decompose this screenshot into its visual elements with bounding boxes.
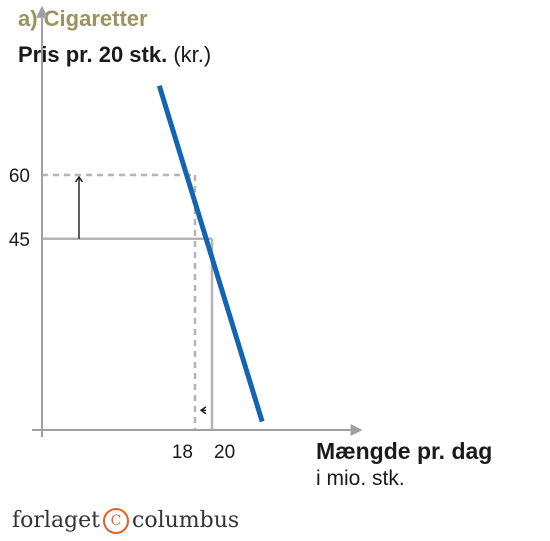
demand-line <box>156 85 265 423</box>
copyright-icon: C <box>103 508 129 534</box>
x-axis-title: Mængde pr. dag <box>316 438 493 464</box>
brand-right: columbus <box>132 508 240 533</box>
y-tick-label-60: 60 <box>9 166 30 187</box>
x-axis-subtitle: i mio. stk. <box>316 467 405 490</box>
y-axis-arrowhead <box>36 5 48 18</box>
x-tick-label-20: 20 <box>214 442 235 463</box>
panel-title: a) Cigaretter <box>18 6 148 31</box>
brand-left: forlaget <box>12 508 100 533</box>
y-axis-unit: (kr.) <box>173 42 212 67</box>
y-tick-label-45: 45 <box>9 230 30 251</box>
x-tick-label-18: 18 <box>172 442 193 463</box>
x-axis-arrowhead <box>350 424 363 436</box>
